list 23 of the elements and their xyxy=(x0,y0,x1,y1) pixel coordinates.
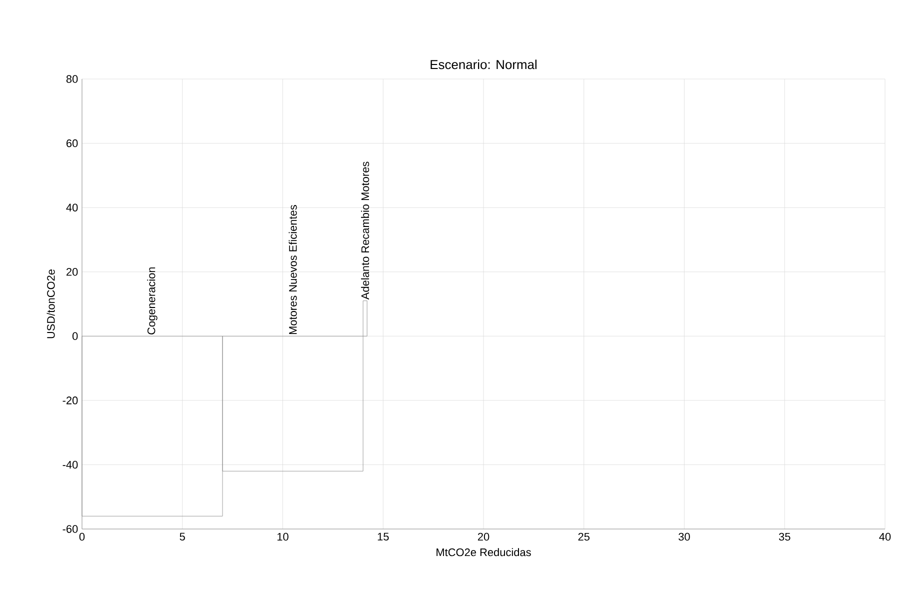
chart-title: Escenario: Normal xyxy=(430,60,536,70)
x-tick-label: 20 xyxy=(478,532,490,541)
x-tick-label: 0 xyxy=(79,532,85,541)
x-tick-label: 30 xyxy=(678,532,690,541)
annotation: Cogeneracion xyxy=(147,267,158,334)
y-tick-label: 60 xyxy=(66,139,78,148)
y-tick-label: 0 xyxy=(72,332,78,340)
annotation: Motores Nuevos Eficientes xyxy=(288,205,297,334)
y-tick-label: -60 xyxy=(62,525,78,533)
x-tick-label: 40 xyxy=(879,532,891,541)
y-tick-label: 20 xyxy=(66,268,78,276)
y-tick-label: -40 xyxy=(62,460,78,469)
x-tick-label: 5 xyxy=(180,532,185,540)
x-tick-label: 15 xyxy=(378,532,389,540)
x-tick-label: 25 xyxy=(578,532,590,541)
y-tick-label: 80 xyxy=(66,75,78,83)
y-axis-title: USD/tonCO2e xyxy=(46,269,55,338)
x-axis-title: MtCO2e Reducidas xyxy=(436,548,531,556)
x-tick-label: 10 xyxy=(277,532,288,541)
y-tick-label: 40 xyxy=(66,204,78,212)
y-tick-label: -20 xyxy=(62,396,78,404)
annotation: Adelanto Recambio Motores xyxy=(361,162,370,300)
x-tick-label: 35 xyxy=(778,532,790,541)
